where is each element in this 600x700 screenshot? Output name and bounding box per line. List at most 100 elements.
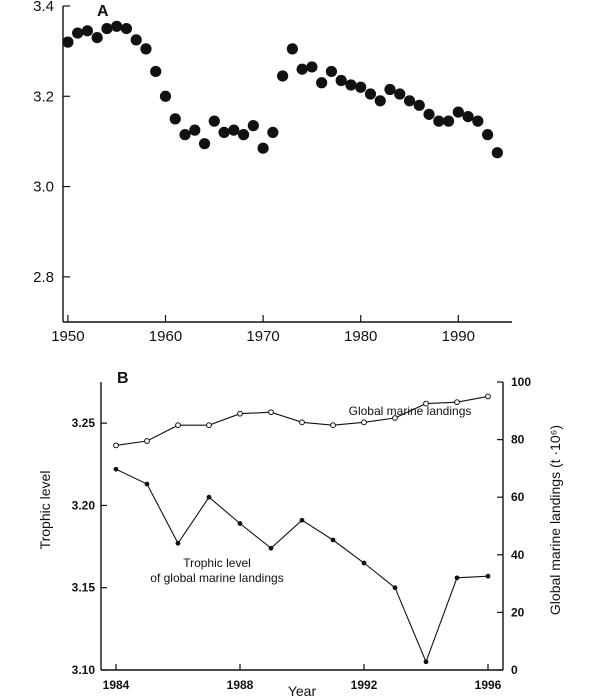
panel-a-point-1951 xyxy=(72,27,84,39)
panel-a-y-tick-label: 3.4 xyxy=(33,0,54,15)
panel-a-point-1978 xyxy=(335,74,347,87)
panel-a-point-1986 xyxy=(413,99,425,111)
panel-b-trophic-level-point-1994 xyxy=(423,659,429,665)
panel-b-trophic-level-point-1991 xyxy=(330,537,336,543)
panel-b-landings-point-1996 xyxy=(485,393,491,400)
panel-b-trophic-level-point-1988 xyxy=(237,521,243,526)
panel-a-point-1980 xyxy=(355,81,367,93)
panel-a-point-1989 xyxy=(442,115,455,127)
panel-b-right-tick-label: 60 xyxy=(511,490,525,504)
panel-a-point-1974 xyxy=(296,63,308,75)
panel-b-x-axis-title: Year xyxy=(288,683,317,699)
panel-a-point-1956 xyxy=(120,22,133,35)
panel-a-point-1981 xyxy=(364,88,377,100)
panel-b-right-tick-label: 80 xyxy=(511,433,525,447)
panel-b-landings-point-1986 xyxy=(175,422,181,429)
panel-b-left-tick-label: 3.10 xyxy=(72,663,96,677)
panel-b-left-tick-label: 3.25 xyxy=(72,416,96,430)
panel-a-point-1964 xyxy=(198,138,211,150)
panel-a-point-1961 xyxy=(169,113,181,125)
panel-b-trophic-level-point-1985 xyxy=(144,481,150,487)
panel-a-point-1982 xyxy=(374,95,386,107)
panel-b-landings-point-1994 xyxy=(423,400,429,407)
panel-b-right-axis-title: Global marine landings (t ·10⁶) xyxy=(547,425,563,615)
panel-a-point-1960 xyxy=(159,90,172,102)
panel-b-landings-point-1988 xyxy=(237,410,243,417)
panel-b-left-tick-label: 3.20 xyxy=(72,498,96,512)
panel-b-landings-point-1991 xyxy=(330,422,336,429)
panel-b-trophic-level-point-1990 xyxy=(299,517,305,523)
panel-a-point-1993 xyxy=(481,129,494,141)
panel-b-left-tick-label: 3.15 xyxy=(72,581,96,595)
annotation-trophic-level-line1: Trophic level xyxy=(183,556,251,570)
panel-a-point-1970 xyxy=(257,142,269,154)
panel-b-trophic-level-point-1992 xyxy=(361,560,367,566)
panel-a-point-1991 xyxy=(462,111,474,123)
panel-b-x-tick-label: 1984 xyxy=(103,678,130,692)
annotation-trophic-level-line2: of global marine landings xyxy=(150,571,283,585)
panel-a-point-1962 xyxy=(179,129,191,141)
panel-a-point-1979 xyxy=(345,79,357,91)
panel-a-point-1950 xyxy=(62,36,74,48)
panel-b-trophic-level-point-1996 xyxy=(485,573,491,579)
panel-a-y-tick-label: 3.0 xyxy=(33,179,54,196)
panel-a-x-tick-label: 1960 xyxy=(149,328,182,345)
panel-a-point-1968 xyxy=(237,129,250,141)
panel-b-right-tick-label: 40 xyxy=(511,548,525,562)
panel-a-x-tick-label: 1950 xyxy=(51,328,84,345)
panel-b-trophic-level-point-1995 xyxy=(454,575,460,581)
panel-b-landings-point-1989 xyxy=(268,409,274,416)
panel-b-landings-point-1990 xyxy=(299,419,305,426)
panel-a-point-1969 xyxy=(247,120,259,132)
panel-b-trophic-level-point-1986 xyxy=(175,540,181,546)
panel-b-landings-point-1992 xyxy=(361,419,367,426)
panel-a-letter: A xyxy=(97,3,109,20)
panel-b-x-tick-label: 1996 xyxy=(475,678,502,692)
panel-a-y-tick-label: 3.2 xyxy=(33,88,54,105)
panel-a-point-1985 xyxy=(403,95,416,107)
panel-b-landings-point-1987 xyxy=(206,422,212,429)
panel-a-y-tick-label: 2.8 xyxy=(33,269,54,286)
panel-b-right-tick-label: 0 xyxy=(511,663,518,677)
panel-b-right-tick-label: 100 xyxy=(511,375,531,389)
panel-a-point-1975 xyxy=(306,61,318,73)
panel-b-right-tick-label: 20 xyxy=(511,605,525,619)
panel-b-trophic-level-point-1993 xyxy=(392,585,398,591)
panel-a-point-1977 xyxy=(325,65,338,78)
panel-b-line-chart: B 3.10 3.15 3.20 3.25 0 20 40 60 80 100 1984 1988… xyxy=(37,370,563,699)
panel-a-point-1992 xyxy=(472,115,484,127)
panel-a-point-1963 xyxy=(189,124,201,136)
panel-a-x-tick-label: 1990 xyxy=(442,328,475,345)
panel-a-point-1953 xyxy=(91,31,103,44)
panel-a-point-1994 xyxy=(491,147,503,159)
panel-b-letter: B xyxy=(117,370,129,387)
panel-a-point-1966 xyxy=(218,126,230,138)
panel-a-point-1958 xyxy=(140,43,152,55)
panel-b-trophic-level-point-1984 xyxy=(113,466,119,472)
panel-b-left-axis-title: Trophic level xyxy=(37,471,53,550)
panel-b-trophic-level-point-1987 xyxy=(206,494,212,500)
panel-a-point-1955 xyxy=(111,20,123,32)
panel-a-point-1959 xyxy=(150,65,162,78)
panel-b-landings-point-1995 xyxy=(454,399,460,406)
panel-a-point-1957 xyxy=(130,34,142,46)
panel-b-trophic-level-line xyxy=(115,468,489,664)
panel-a-point-1987 xyxy=(423,108,435,120)
panel-a-x-tick-label: 1970 xyxy=(246,328,279,345)
panel-a-point-1984 xyxy=(394,88,406,100)
panel-a-point-1983 xyxy=(384,83,396,96)
panel-a-point-1965 xyxy=(208,115,220,127)
panel-a-scatter-chart: A 2.8 3.0 3.2 3.4 1950 1960 1970 1980 1990 xyxy=(33,0,512,345)
panel-a-point-1973 xyxy=(286,43,298,55)
panel-a-x-tick-label: 1980 xyxy=(344,328,377,345)
panel-b-landings-point-1984 xyxy=(113,442,119,449)
panel-a-point-1971 xyxy=(267,126,279,138)
panel-b-landings-point-1985 xyxy=(144,438,150,444)
panel-a-point-1952 xyxy=(81,25,94,37)
panel-a-point-1988 xyxy=(433,115,445,127)
annotation-global-marine-landings: Global marine landings xyxy=(349,404,472,418)
panel-a-point-1967 xyxy=(228,124,240,136)
panel-a-point-1976 xyxy=(316,77,328,89)
panel-a-point-1954 xyxy=(101,22,113,35)
